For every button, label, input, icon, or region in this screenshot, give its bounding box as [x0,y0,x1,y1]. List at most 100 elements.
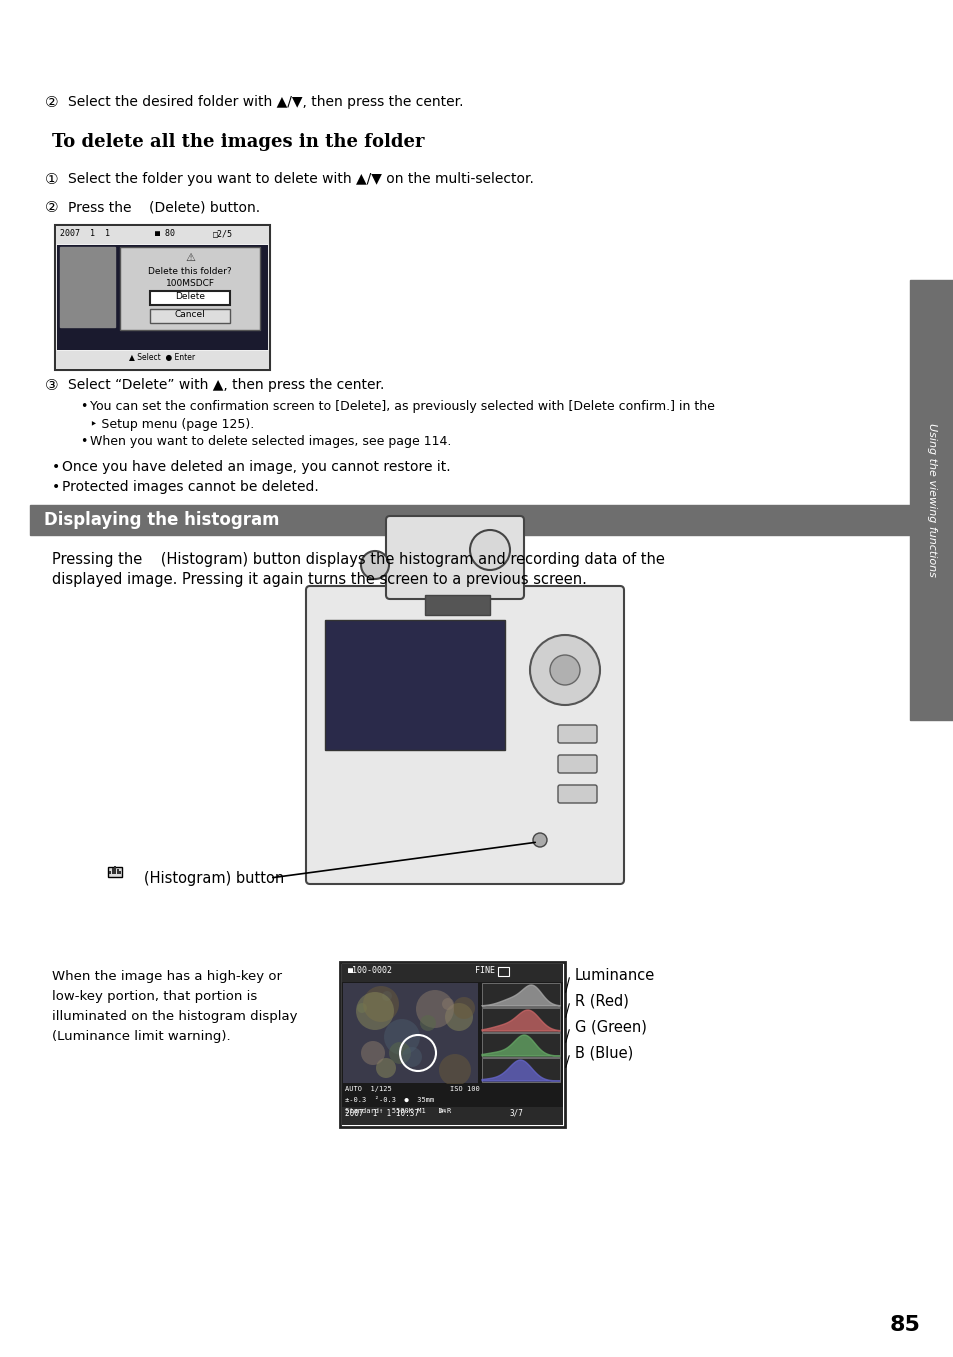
Circle shape [444,1003,473,1031]
Bar [325,620,504,750]
Text: ‣ Setup menu (page 125).: ‣ Setup menu (page 125). [90,418,254,432]
Polygon shape [481,1035,559,1056]
Bar [481,1008,559,1033]
Bar [56,227,269,244]
Circle shape [360,1041,385,1065]
Text: When you want to delete selected images, see page 114.: When you want to delete selected images,… [90,436,451,448]
Text: displayed image. Pressing it again turns the screen to a previous screen.: displayed image. Pressing it again turns… [52,573,586,588]
Text: Using the viewing functions: Using the viewing functions [926,423,936,577]
Text: AUTO  1/125: AUTO 1/125 [345,1086,392,1092]
Circle shape [375,1058,395,1077]
Bar [497,968,509,976]
Text: •: • [52,480,60,494]
Circle shape [360,551,389,579]
Text: Protected images cannot be deleted.: Protected images cannot be deleted. [62,480,318,494]
Bar [341,1084,562,1107]
Text: ±-0.3  ²-0.3  ●  35mm: ±-0.3 ²-0.3 ● 35mm [345,1096,434,1103]
Bar [341,963,562,1125]
Text: You can set the confirmation screen to [Delete], as previously selected with [De: You can set the confirmation screen to [… [90,400,714,413]
FancyBboxPatch shape [386,516,523,598]
FancyBboxPatch shape [558,725,597,744]
Text: 2007  1  1 10:37: 2007 1 1 10:37 [345,1109,418,1118]
Text: Delete this folder?: Delete this folder? [148,267,232,275]
Text: ②: ② [45,95,59,110]
Text: •: • [80,436,88,448]
Bar [56,351,269,369]
Bar [55,225,270,370]
Bar [150,309,230,323]
Text: B (Blue): B (Blue) [575,1045,633,1061]
Text: Displaying the histogram: Displaying the histogram [44,512,279,529]
Bar [339,962,564,1128]
Circle shape [363,987,398,1022]
Circle shape [453,997,475,1019]
Bar [481,1058,559,1082]
Text: ②: ② [45,199,59,214]
Bar [120,247,260,330]
Text: R (Red): R (Red) [575,993,628,1008]
Text: G (Green): G (Green) [575,1019,646,1034]
Bar [481,1033,559,1057]
Bar [343,982,477,1083]
Circle shape [438,1054,471,1086]
Text: 3/7: 3/7 [510,1109,523,1118]
Bar [341,1107,562,1125]
Text: Standard↑  5500K M1   D-R: Standard↑ 5500K M1 D-R [345,1109,451,1114]
Bar [109,871,111,874]
Bar [57,246,268,350]
Text: Luminance: Luminance [575,968,655,982]
Bar [30,505,909,535]
Text: □2/5: □2/5 [213,229,233,237]
Text: To delete all the images in the folder: To delete all the images in the folder [52,133,424,151]
Text: (Histogram) button: (Histogram) button [130,870,284,886]
Circle shape [381,991,392,1001]
Text: •: • [80,400,88,413]
Polygon shape [481,985,559,1006]
FancyBboxPatch shape [558,754,597,773]
Bar [150,290,230,305]
FancyBboxPatch shape [558,784,597,803]
Bar [112,868,113,874]
Text: 100MSDCF: 100MSDCF [165,280,214,288]
Polygon shape [481,1010,559,1031]
Circle shape [470,531,510,570]
Bar [116,868,118,874]
Circle shape [419,1015,436,1031]
Text: ①: ① [45,172,59,187]
Text: Select the desired folder with ▲/▼, then press the center.: Select the desired folder with ▲/▼, then… [68,95,463,109]
Bar [60,247,115,327]
Polygon shape [481,1060,559,1082]
Text: ■100-0002: ■100-0002 [348,966,393,974]
Text: illuminated on the histogram display: illuminated on the histogram display [52,1010,297,1023]
Circle shape [416,991,454,1029]
Bar [119,871,121,874]
Text: Press the    (Delete) button.: Press the (Delete) button. [68,199,260,214]
Text: PM: PM [439,1109,446,1114]
Text: Pressing the    (Histogram) button displays the histogram and recording data of : Pressing the (Histogram) button displays… [52,552,664,567]
Circle shape [401,1048,421,1067]
Circle shape [356,1003,367,1012]
Text: When the image has a high-key or: When the image has a high-key or [52,970,282,982]
Circle shape [441,997,454,1010]
Text: ■ 80: ■ 80 [154,229,174,237]
Text: low-key portion, that portion is: low-key portion, that portion is [52,991,257,1003]
Circle shape [355,992,394,1030]
Circle shape [550,655,579,685]
Text: (Luminance limit warning).: (Luminance limit warning). [52,1030,231,1044]
Bar [113,866,116,874]
Text: 85: 85 [889,1315,920,1335]
Text: Delete: Delete [174,292,205,301]
Bar [341,963,562,982]
Text: 2007  1  1: 2007 1 1 [60,229,110,237]
Text: Cancel: Cancel [174,309,205,319]
Text: Select the folder you want to delete with ▲/▼ on the multi-selector.: Select the folder you want to delete wit… [68,172,534,186]
Circle shape [389,1042,411,1064]
Text: Once you have deleted an image, you cannot restore it.: Once you have deleted an image, you cann… [62,460,450,474]
Text: •: • [52,460,60,474]
Text: ③: ③ [45,379,59,394]
Bar [108,867,122,877]
Circle shape [530,635,599,706]
Text: ▲ Select  ● Enter: ▲ Select ● Enter [130,353,195,362]
Bar [481,982,559,1007]
Bar [424,594,490,615]
